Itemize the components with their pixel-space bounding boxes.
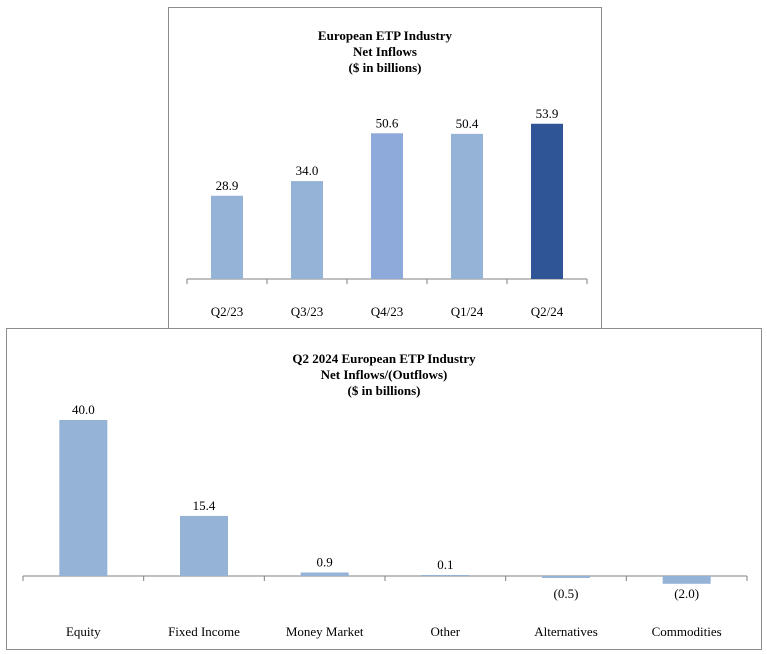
data-label: 50.4 bbox=[456, 116, 479, 131]
bar bbox=[542, 576, 590, 578]
bar bbox=[291, 181, 323, 279]
bar bbox=[300, 572, 349, 576]
chart-title: European ETP Industry Net Inflows ($ in … bbox=[169, 28, 601, 76]
category-label: Alternatives bbox=[534, 624, 598, 639]
bar bbox=[59, 420, 108, 576]
chart-title-line: ($ in billions) bbox=[348, 60, 422, 75]
data-label: (2.0) bbox=[674, 586, 699, 601]
chart-title-line: Net Inflows bbox=[353, 44, 417, 59]
chart-title-line: ($ in billions) bbox=[347, 383, 421, 398]
data-label: 28.9 bbox=[216, 178, 239, 193]
data-label: 40.0 bbox=[72, 402, 95, 417]
data-label: 34.0 bbox=[296, 163, 319, 178]
bar bbox=[211, 195, 243, 279]
data-label: 50.6 bbox=[376, 115, 399, 130]
bar bbox=[421, 575, 470, 576]
category-label: Equity bbox=[66, 624, 101, 639]
category-label: Q2/23 bbox=[211, 304, 244, 319]
category-label: Commodities bbox=[652, 624, 722, 639]
bar bbox=[371, 133, 403, 279]
data-label: 15.4 bbox=[193, 498, 216, 513]
category-label: Q1/24 bbox=[451, 304, 484, 319]
bar-chart-svg: 40.0 Equity 15.4 Fixed Income 0.9 Money Marke… bbox=[22, 402, 748, 639]
category-label: Q2/24 bbox=[531, 304, 564, 319]
bar bbox=[180, 515, 228, 576]
bar-chart-svg: 28.9 Q2/23 34.0 Q3/23 50.6 Q4/23 50.4 Q1/24 53.9… bbox=[186, 106, 588, 319]
chart-title-line: Q2 2024 European ETP Industry bbox=[292, 351, 476, 366]
category-label: Q3/23 bbox=[291, 304, 324, 319]
chart-title: Q2 2024 European ETP Industry Net Inflow… bbox=[7, 351, 761, 399]
data-label: 53.9 bbox=[536, 106, 559, 121]
bar bbox=[662, 576, 711, 584]
category-label: Q4/23 bbox=[371, 304, 404, 319]
bar bbox=[451, 133, 483, 279]
data-label: 0.1 bbox=[437, 557, 453, 572]
chart-title-line: European ETP Industry bbox=[317, 28, 453, 43]
category-label: Fixed Income bbox=[168, 624, 240, 639]
chart-panel-bottom: Q2 2024 European ETP Industry Net Inflow… bbox=[6, 328, 762, 650]
bar bbox=[531, 123, 563, 279]
data-label: (0.5) bbox=[554, 586, 579, 601]
category-label: Other bbox=[431, 624, 461, 639]
data-label: 0.9 bbox=[317, 554, 333, 569]
chart-panel-top: European ETP Industry Net Inflows ($ in … bbox=[168, 7, 602, 330]
category-label: Money Market bbox=[286, 624, 364, 639]
chart-title-line: Net Inflows/(Outflows) bbox=[320, 367, 448, 382]
